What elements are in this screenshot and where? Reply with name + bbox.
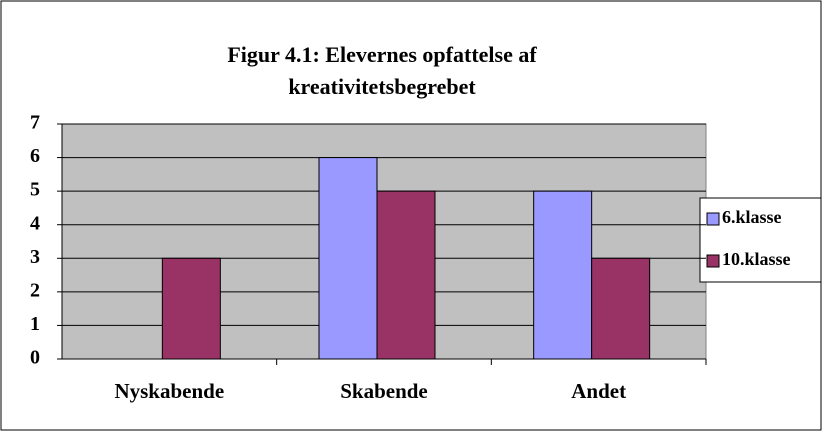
legend-swatch (706, 254, 720, 268)
y-tick-label: 0 (30, 347, 40, 369)
bar (591, 257, 651, 360)
legend-swatch (706, 212, 720, 226)
legend (699, 197, 822, 283)
y-tick-label: 2 (30, 279, 40, 301)
bar (318, 157, 378, 360)
chart-title: Figur 4.1: Elevernes opfattelse af (227, 42, 537, 67)
y-tick-label: 1 (30, 313, 40, 335)
legend-label: 6.klasse (722, 207, 782, 227)
y-tick-label: 3 (30, 246, 40, 268)
bar (533, 190, 593, 360)
y-tick-label: 7 (30, 112, 40, 134)
bar (376, 190, 436, 360)
y-tick-label: 5 (30, 179, 40, 201)
bar (161, 257, 221, 360)
y-tick-label: 4 (30, 212, 40, 234)
x-tick-label: Andet (571, 379, 626, 403)
y-tick-label: 6 (30, 145, 40, 167)
chart-title: kreativitetsbegrebet (288, 74, 476, 99)
x-tick-label: Nyskabende (114, 379, 224, 403)
x-tick-label: Skabende (340, 379, 428, 403)
legend-label: 10.klasse (722, 249, 791, 269)
